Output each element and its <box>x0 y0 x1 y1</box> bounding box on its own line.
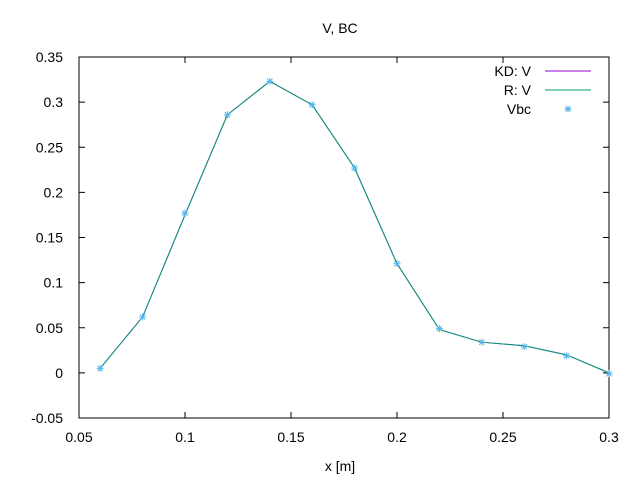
data-point <box>563 352 571 360</box>
y-tick-label: 0.1 <box>44 275 64 291</box>
x-tick-label: 0.05 <box>65 429 92 445</box>
y-tick-label: -0.05 <box>31 410 63 426</box>
y-tick-label: 0.25 <box>36 139 63 155</box>
y-tick-label: 0.3 <box>44 94 64 110</box>
data-point <box>351 164 359 172</box>
legend-label: Vbc <box>507 101 531 117</box>
legend-label: R: V <box>504 82 532 98</box>
y-tick-label: 0.15 <box>36 230 63 246</box>
y-tick-label: 0 <box>55 365 63 381</box>
x-tick-label: 0.2 <box>387 429 407 445</box>
series-layer <box>96 77 613 378</box>
y-tick-label: 0.35 <box>36 49 63 65</box>
x-axis-label: x [m] <box>325 458 355 474</box>
x-tick-label: 0.15 <box>277 429 304 445</box>
x-tick-label: 0.25 <box>489 429 516 445</box>
data-point <box>139 313 147 321</box>
data-point <box>308 101 316 109</box>
data-point <box>393 260 401 268</box>
axis-ticks: 0.05 0.1 0.15 0.2 0.25 0.3 -0.05 0 0.05 0.1 0.15 0.… <box>31 49 619 445</box>
legend-swatch <box>564 105 572 113</box>
x-tick-label: 0.1 <box>175 429 195 445</box>
series-line-r-v <box>99 80 610 374</box>
x-tick-label: 0.3 <box>599 429 619 445</box>
series-points-vbc <box>96 77 613 378</box>
y-tick-label: 0.2 <box>44 184 64 200</box>
data-point <box>181 209 189 217</box>
data-point <box>605 370 613 378</box>
legend-label: KD: V <box>494 63 531 79</box>
data-point <box>96 364 104 372</box>
data-point <box>520 343 528 351</box>
data-point <box>478 338 486 346</box>
series-line-kd-v <box>99 80 610 374</box>
data-point <box>266 77 274 85</box>
data-point <box>435 325 443 333</box>
legend: KD: V R: V Vbc <box>494 63 591 117</box>
y-tick-label: 0.05 <box>36 320 63 336</box>
data-point <box>223 111 231 119</box>
chart-title: V, BC <box>322 20 357 36</box>
